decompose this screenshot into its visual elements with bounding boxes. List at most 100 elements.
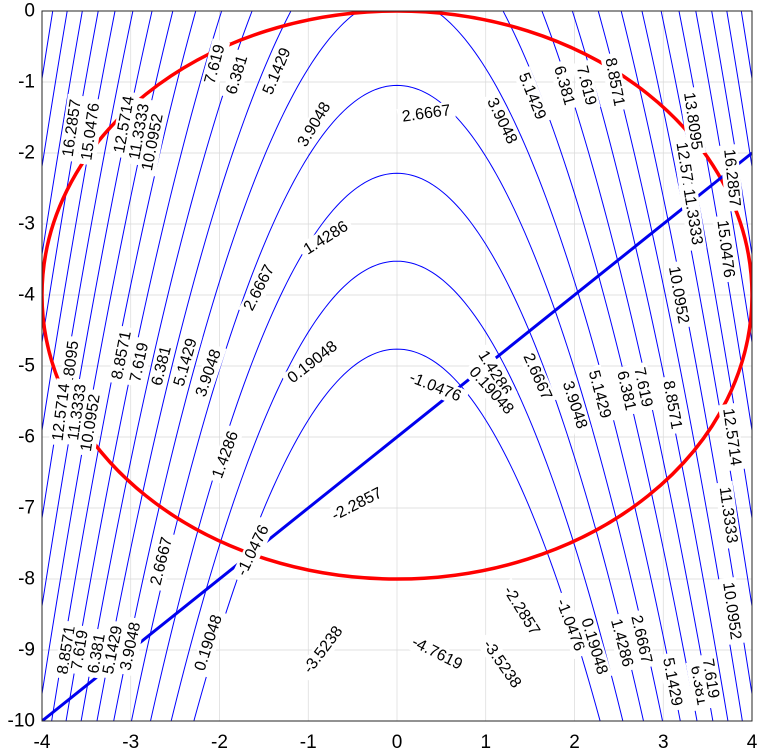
contour-label-text: 2.6667 — [241, 262, 278, 313]
contour-label: -4.7619 — [403, 630, 471, 677]
contour-label-text: 1.4286 — [209, 429, 242, 481]
contour-label-background — [238, 258, 281, 318]
contour-label-background — [712, 214, 739, 283]
contour-line — [149, 172, 645, 721]
contour-label-text: 7.619 — [69, 629, 92, 671]
contour-line — [96, 11, 698, 721]
y-tick-label: -3 — [18, 214, 35, 235]
y-tick-label: -6 — [18, 427, 35, 448]
x-tick-label: -2 — [211, 732, 228, 753]
contour-label-background — [657, 652, 687, 712]
contour-label: 8.8571 — [658, 375, 686, 435]
contour-label-text: 16.2857 — [720, 148, 743, 207]
x-tick-label: -4 — [34, 732, 51, 753]
contour-label-text: 7.619 — [202, 43, 229, 86]
x-tick-label: 3 — [658, 732, 669, 753]
contour-label-text: 3.9048 — [295, 99, 335, 150]
y-tick-label: -1 — [18, 72, 35, 93]
contour-label: 3.9048 — [292, 95, 337, 154]
contour-label-background — [575, 612, 613, 681]
contour-label: 2.6667 — [517, 346, 558, 407]
contour-label-background — [124, 97, 155, 166]
contour-label-background — [116, 616, 146, 677]
contour-label: 10.0952 — [718, 576, 746, 645]
constraint-line — [42, 151, 752, 721]
contour-label-background — [462, 360, 520, 422]
contour-label-background — [719, 143, 745, 212]
contour-label: 3.9048 — [481, 91, 523, 151]
contour-label-background — [189, 608, 228, 678]
contour-label-background — [549, 590, 591, 660]
contour-label: 1.4286 — [296, 215, 356, 262]
contour-label-text: 2.6667 — [519, 351, 554, 403]
contour-label-background — [548, 59, 580, 112]
contour-label-background — [63, 378, 92, 447]
contour-label-background — [678, 86, 707, 156]
contour-line — [80, 11, 714, 721]
contour-label-background — [658, 375, 686, 435]
contour-label-background — [496, 578, 547, 644]
contour-line — [170, 260, 624, 721]
contour-label-background — [257, 41, 297, 102]
contour-line — [193, 348, 601, 721]
y-tick-label: -5 — [18, 356, 35, 377]
x-tick-label: 4 — [747, 732, 758, 753]
contour-label-background — [137, 108, 169, 177]
contour-label: 10.0952 — [663, 260, 693, 330]
contour-label-background — [697, 653, 723, 704]
contour-label: 6.381 — [221, 49, 253, 101]
contour-label-background — [109, 90, 140, 159]
contour-label-background — [678, 182, 707, 252]
contour-label: 16.2857 — [719, 143, 745, 212]
overlay-curves — [42, 11, 752, 721]
contour-label-background — [403, 630, 471, 677]
contour-label-background — [77, 97, 105, 166]
contour-label-text: 7.619 — [699, 657, 722, 699]
contour-label-background — [605, 612, 638, 673]
contour-label-background — [718, 402, 746, 472]
contour-label: 11.3333 — [714, 481, 742, 550]
contour-line — [42, 11, 752, 695]
x-tick-label: -3 — [122, 732, 139, 753]
contour-label-background — [296, 215, 356, 262]
contour-label-background — [230, 516, 276, 585]
contour-line — [113, 11, 681, 721]
contour-label-background — [583, 364, 616, 425]
y-tick-label: -2 — [18, 143, 35, 164]
contour-label: 16.2857 — [58, 94, 86, 163]
contour-label-background — [475, 631, 529, 697]
contour-label-background — [146, 531, 178, 592]
contour-label-background — [663, 260, 693, 330]
contour-label: -2.2857 — [496, 578, 547, 644]
contour-label: -3.5238 — [475, 631, 529, 697]
contour-label-background — [401, 366, 470, 409]
contour-label-background — [611, 365, 641, 417]
contour-label-text: 5.1429 — [585, 369, 614, 421]
contour-label-text: -2.2857 — [500, 583, 543, 638]
contour-label-background — [718, 576, 746, 645]
contour-label-background — [396, 100, 456, 127]
contour-label-background — [471, 343, 518, 403]
contour-label: 5.1429 — [657, 652, 687, 712]
contour-label-text: 6.381 — [223, 53, 251, 96]
contour-label-background — [169, 332, 203, 393]
contour-label: 15.0476 — [712, 214, 739, 283]
contour-label-background — [125, 336, 154, 388]
contour-label-background — [557, 374, 592, 436]
contour-label: 5.1429 — [512, 66, 551, 127]
contour-label-background — [147, 340, 177, 392]
contour-label-background — [600, 52, 629, 112]
x-tick-label: 1 — [480, 732, 491, 753]
contour-label-text: 0.19048 — [285, 338, 341, 387]
contour-label-background — [625, 609, 657, 670]
x-tick-label: 0 — [392, 732, 403, 753]
contour-label-background — [517, 346, 558, 407]
y-tick-label: -7 — [18, 498, 35, 519]
contour-label-background — [292, 95, 337, 154]
contour-label-background — [58, 94, 86, 163]
contour-label-background — [190, 343, 227, 404]
plot-frame — [41, 10, 753, 722]
y-tick-label: -4 — [18, 285, 35, 306]
contour-label: 2.6667 — [146, 531, 178, 592]
